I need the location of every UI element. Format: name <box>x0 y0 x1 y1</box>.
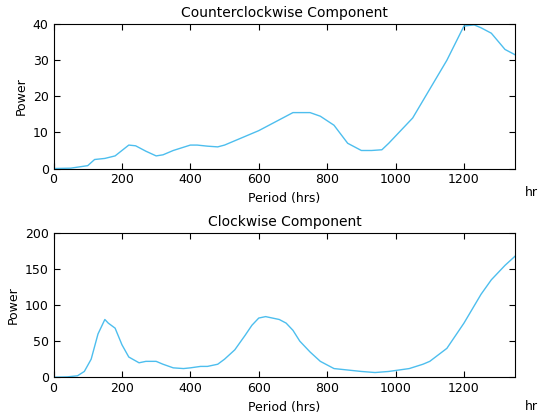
Text: hr: hr <box>525 186 538 199</box>
Title: Counterclockwise Component: Counterclockwise Component <box>181 6 388 20</box>
X-axis label: Period (hrs): Period (hrs) <box>248 401 320 414</box>
Text: hr: hr <box>525 400 538 413</box>
Y-axis label: Power: Power <box>14 77 27 115</box>
X-axis label: Period (hrs): Period (hrs) <box>248 192 320 205</box>
Y-axis label: Power: Power <box>6 286 19 324</box>
Title: Clockwise Component: Clockwise Component <box>208 215 361 229</box>
